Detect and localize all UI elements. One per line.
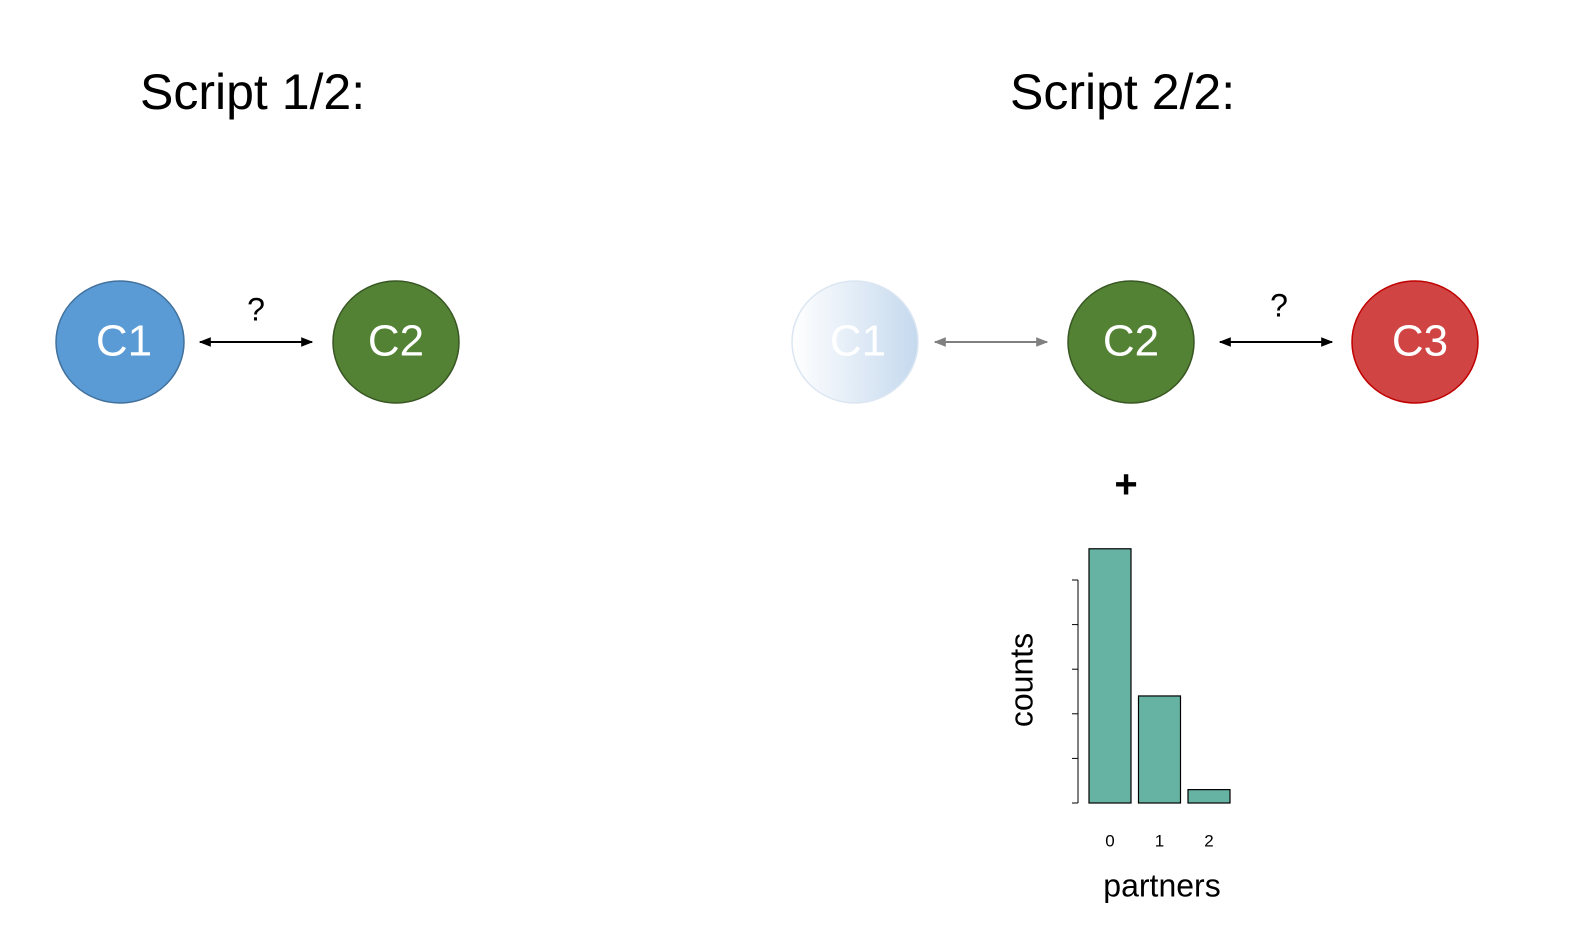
- x-axis-label: partners: [1103, 867, 1220, 903]
- bar: [1137, 695, 1182, 804]
- right-title: Script 2/2:: [1010, 64, 1235, 120]
- node-label: C1: [830, 317, 886, 366]
- node: [791, 280, 919, 404]
- x-tick-label: 0: [1105, 831, 1114, 850]
- edge-label: ?: [247, 291, 265, 327]
- node-label: C2: [368, 317, 424, 366]
- x-tick-label: 1: [1155, 831, 1164, 850]
- bar: [1187, 789, 1231, 804]
- x-tick-label: 2: [1204, 831, 1213, 850]
- node-label: C3: [1392, 317, 1448, 366]
- node: [1067, 280, 1195, 404]
- y-axis-label: counts: [1003, 633, 1039, 727]
- plus: +: [1114, 463, 1137, 507]
- node: [332, 280, 460, 404]
- node-label: C1: [96, 317, 152, 366]
- node: [55, 280, 185, 404]
- node: [1351, 280, 1479, 404]
- edge-label: ?: [1270, 287, 1288, 323]
- node-label: C2: [1103, 317, 1159, 366]
- left-title: Script 1/2:: [140, 64, 365, 120]
- bar: [1088, 548, 1132, 804]
